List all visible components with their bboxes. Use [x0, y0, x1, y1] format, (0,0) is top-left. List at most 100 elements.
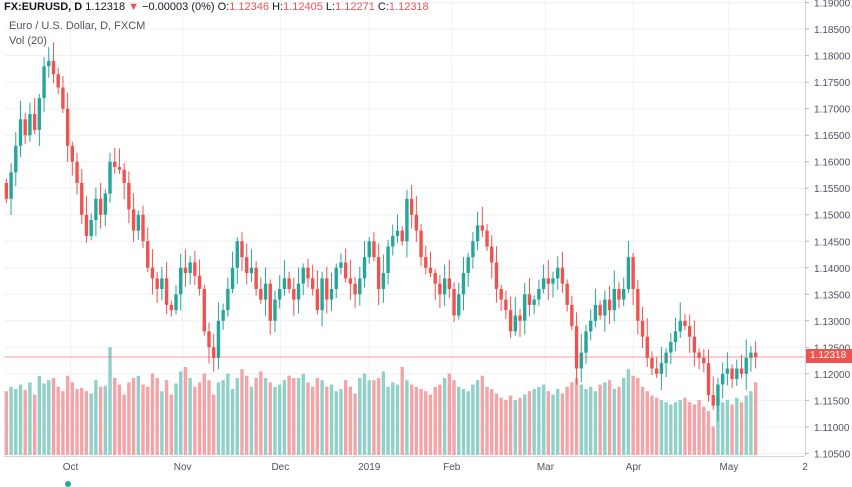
volume-legend[interactable]: Vol (20) [9, 35, 47, 47]
volume-bar [202, 373, 206, 455]
candle-body [405, 198, 409, 242]
candle-body [749, 352, 753, 358]
price-tick-label: 1.10500 [814, 449, 851, 460]
candle-body [447, 278, 452, 289]
candle-body [287, 278, 291, 289]
volume-bar [9, 386, 13, 455]
volume-bar [56, 386, 60, 455]
volume-bar [687, 402, 692, 455]
volume-bar [367, 380, 371, 455]
volume-bar [70, 382, 75, 455]
candle-body [428, 267, 433, 274]
candle-body [739, 368, 744, 374]
candle-body [65, 108, 70, 146]
volume-bar [18, 384, 23, 455]
candle-body [254, 267, 258, 289]
candle-body [9, 172, 13, 199]
volume-bar [287, 375, 291, 455]
time-axis[interactable]: Oct Nov Dec 2019 Feb Mar Apr May 2 [63, 462, 809, 473]
volume-bar [358, 378, 362, 455]
candle-body [362, 257, 367, 279]
candle-body [94, 198, 98, 221]
candle-body [18, 119, 23, 146]
volume-bar [23, 390, 27, 455]
candle-body [240, 241, 244, 258]
volume-bar [424, 391, 428, 455]
candle-body [452, 288, 456, 316]
volume-bar [706, 411, 711, 455]
volume-bar [113, 378, 117, 455]
candle-body [381, 273, 386, 289]
candle-body [574, 326, 579, 369]
candle-body [47, 60, 51, 67]
candle-body [702, 357, 706, 364]
candle-body [442, 278, 447, 295]
candle-body [216, 320, 221, 358]
candle-body [683, 320, 687, 327]
candle-body [673, 331, 678, 342]
candle-body [523, 294, 527, 321]
volume-bar [532, 389, 536, 455]
close-label: C: [377, 1, 389, 13]
volume-bar [471, 384, 475, 455]
candle-body [339, 262, 343, 268]
volume-bar [249, 386, 254, 455]
price-axis[interactable]: 1.19000 1.18500 1.18000 1.17500 1.17000 1.165… [805, 0, 851, 460]
candle-body [14, 145, 18, 173]
candle-body [268, 283, 272, 321]
volume-bar [749, 391, 753, 455]
candle-body [720, 373, 725, 385]
volume-bar [621, 378, 626, 455]
candle-body [367, 241, 371, 258]
candle-body [532, 299, 536, 305]
candle-body [358, 278, 362, 295]
price-tick-label: 1.11000 [814, 423, 850, 434]
candle-body [560, 267, 565, 284]
candle-body [725, 368, 730, 374]
series-legend[interactable]: Euro / U.S. Dollar, D, FXCM [9, 20, 146, 32]
candle-body [457, 294, 461, 316]
volume-bar [739, 402, 744, 455]
candle-body [650, 357, 654, 369]
volume-bar [353, 393, 357, 455]
high-value: 1.12405 [283, 1, 323, 13]
candle-body [617, 288, 621, 300]
candle-body [197, 275, 202, 289]
candle-body [461, 273, 466, 295]
candle-body [692, 336, 697, 353]
candle-body [645, 336, 649, 358]
volume-bar [212, 394, 216, 455]
volume-bar [508, 395, 513, 455]
volume-bar [461, 389, 466, 455]
candle-body [744, 357, 748, 374]
volume-bar [221, 380, 225, 455]
volume-bar [32, 394, 37, 455]
candle-body [654, 368, 659, 374]
time-tick-label: Oct [63, 462, 79, 473]
volume-bar [631, 375, 635, 455]
time-tick-label: Nov [174, 462, 192, 473]
last-price-tag: 1.12318 [806, 349, 852, 363]
candle-body [631, 257, 635, 289]
volume-bar [438, 384, 442, 455]
volume-bar [673, 402, 678, 455]
volume-bars [4, 347, 758, 455]
candle-body [28, 114, 32, 136]
candle-body [146, 241, 150, 268]
volume-bar [160, 391, 164, 455]
candle-body [612, 288, 616, 311]
volume-bar [386, 386, 390, 455]
volume-bar [617, 386, 621, 455]
candle-body [490, 246, 494, 263]
volume-bar [230, 389, 235, 455]
candle-body [527, 294, 532, 305]
candle-body [174, 294, 178, 311]
volume-bar [150, 373, 155, 455]
candle-body [419, 230, 423, 258]
volume-bar [541, 384, 546, 455]
volume-bar [480, 375, 485, 455]
volume-bar [207, 380, 211, 455]
time-tick-label: 2019 [358, 462, 381, 473]
candle-body [179, 267, 183, 295]
